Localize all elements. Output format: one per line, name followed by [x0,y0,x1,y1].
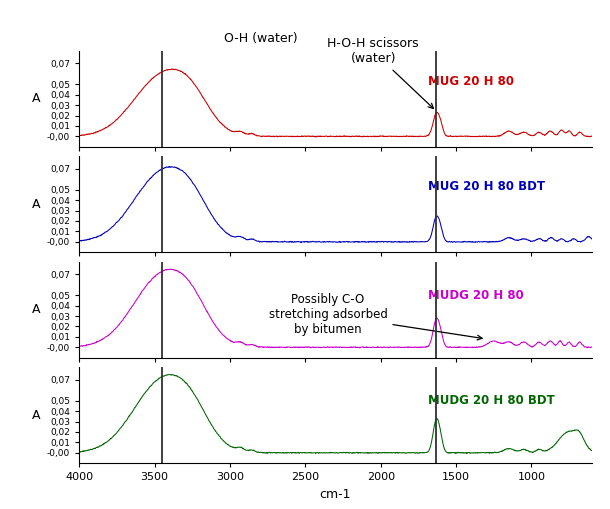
Y-axis label: A: A [32,409,40,422]
Text: MUDG 20 H 80: MUDG 20 H 80 [428,289,523,302]
Text: MUG 20 H 80 BDT: MUG 20 H 80 BDT [428,180,545,193]
Y-axis label: A: A [32,92,40,105]
Y-axis label: A: A [32,303,40,316]
Text: MUDG 20 H 80 BDT: MUDG 20 H 80 BDT [428,394,554,407]
Y-axis label: A: A [32,198,40,211]
Text: MUG 20 H 80: MUG 20 H 80 [428,75,514,88]
Text: Possibly C-O
stretching adsorbed
by bitumen: Possibly C-O stretching adsorbed by bitu… [268,293,482,340]
Text: H-O-H scissors
(water): H-O-H scissors (water) [328,38,434,108]
Text: O-H (water): O-H (water) [224,32,298,45]
X-axis label: cm-1: cm-1 [320,488,351,501]
